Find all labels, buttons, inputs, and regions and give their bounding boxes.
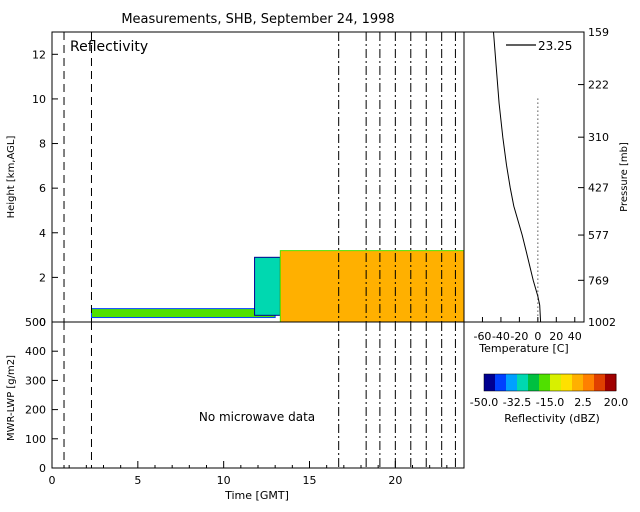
lwp-tick-label: 300 [25,374,46,387]
temperature-tick-label: -60 [473,330,491,343]
reflectivity-yticks: 0 2 4 6 8 10 12 [32,48,58,329]
sounding-panel: 23.25 159 222 310 427 577 769 1002 -60 -40 -20 0 2… [463,26,630,355]
pressure-tick-label: 222 [588,79,609,92]
no-data-note: No microwave data [199,410,315,424]
time-tick-label: 15 [303,474,317,487]
pressure-tick-label: 1002 [588,316,616,329]
colorbar-cell [550,374,562,391]
lwp-yticks: 0 100 200 300 400 500 [25,316,58,475]
height-tick-label: 10 [32,93,46,106]
reflectivity-label: Reflectivity [70,39,148,55]
lwp-panel: 0 100 200 300 400 500 0 5 10 15 20 No microwave d… [6,316,465,502]
height-tick-label: 2 [39,271,46,284]
colorbar-cell [583,374,595,391]
time-tick-label: 10 [217,474,231,487]
colorbar-cell [572,374,584,391]
colorbar-label: Reflectivity (dBZ) [504,412,600,425]
pressure-ticks: 159 222 310 427 577 769 1002 [578,26,616,329]
temperature-tick-label: 40 [568,330,582,343]
reflectivity-layer [254,256,281,316]
lwp-ylabel: MWR-LWP [g/m2] [6,355,17,441]
temperature-label: Temperature [C] [478,342,568,355]
reflectivity-layer [90,308,276,319]
colorbar-frame [483,373,617,392]
colorbar-cell [528,374,540,391]
colorbar-cell [495,374,507,391]
height-tick-label: 8 [39,138,46,151]
pressure-tick-label: 577 [588,229,609,242]
colorbar-cell [517,374,529,391]
colorbar-tick-label: -15.0 [536,396,564,409]
temperature-tick-label: -20 [510,330,528,343]
time-tick-label: 5 [134,474,141,487]
colorbar-tick-label: 20.0 [604,396,629,409]
time-tick-label: 0 [49,474,56,487]
colorbar-tick-label: -32.5 [503,396,531,409]
reflectivity-layer [279,250,465,323]
colorbar-ticks: -50.0 -32.5 -15.0 2.5 20.0 [470,396,628,409]
colorbar-cells [483,373,617,392]
lwp-tick-label: 0 [39,462,46,475]
colorbar-cell [484,374,496,391]
pressure-tick-label: 310 [588,131,609,144]
time-xticks: 0 5 10 15 20 [49,461,465,487]
temperature-tick-label: 20 [549,330,563,343]
lwp-tick-label: 500 [25,316,46,329]
lwp-tick-label: 200 [25,404,46,417]
height-tick-label: 6 [39,182,46,195]
colorbar-cell [594,374,606,391]
reflectivity-panel: 0 2 4 6 8 10 12 Reflectivity Height [km,AGL] [6,31,465,329]
time-tick-label: 20 [388,474,402,487]
pressure-label: Pressure [mb] [619,142,630,212]
height-tick-label: 0 [39,316,46,329]
pressure-tick-label: 769 [588,274,609,287]
colorbar: -50.0 -32.5 -15.0 2.5 20.0 Reflectivity (dBZ… [470,373,628,425]
colorbar-cell [539,374,551,391]
temperature-ticks: -60 -40 -20 0 20 40 [473,317,582,343]
chart-title: Measurements, SHB, September 24, 1998 [121,12,394,27]
lwp-frame [51,321,465,469]
temperature-tick-label: 0 [534,330,541,343]
lwp-tick-label: 400 [25,345,46,358]
lwp-event-lines [63,322,456,468]
colorbar-cell [561,374,573,391]
pressure-tick-label: 159 [588,26,609,39]
colorbar-tick-label: -50.0 [470,396,498,409]
sounding-frame [463,31,585,323]
temperature-profile-line [493,31,542,323]
colorbar-cell [506,374,518,391]
reflectivity-layers [90,250,465,323]
lwp-tick-label: 100 [25,433,46,446]
pressure-tick-label: 427 [588,182,609,195]
height-tick-label: 4 [39,227,46,240]
time-xlabel: Time [GMT] [224,489,289,502]
colorbar-tick-label: 2.5 [574,396,592,409]
sounding-legend-value: 23.25 [538,39,572,53]
temperature-tick-label: -40 [492,330,510,343]
colorbar-cell [605,374,617,391]
height-tick-label: 12 [32,48,46,61]
reflectivity-ylabel: Height [km,AGL] [6,136,17,219]
event-lines [63,32,456,322]
